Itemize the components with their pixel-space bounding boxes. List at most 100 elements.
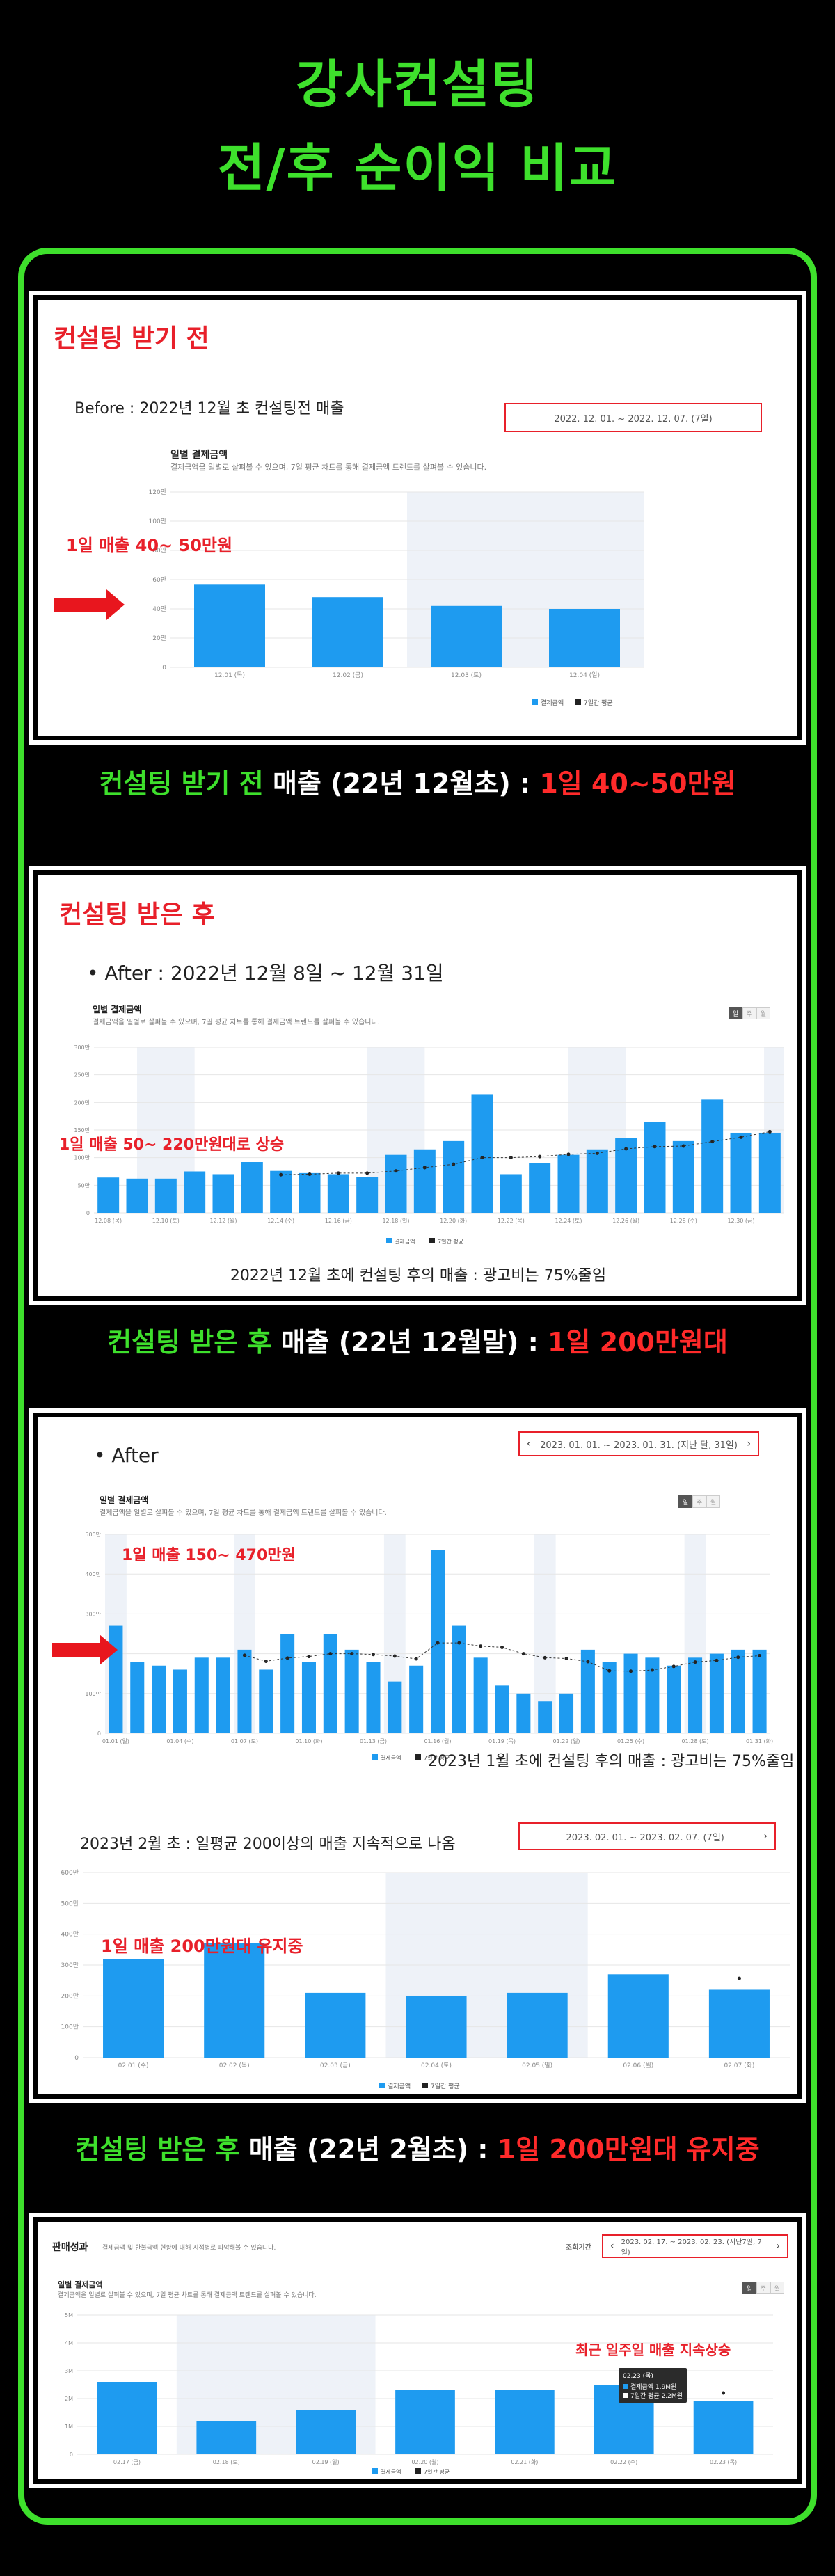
toggle-week[interactable]: 주: [692, 1495, 706, 1508]
x-tick-label: 01.13 (금): [360, 1738, 387, 1744]
period-toggle[interactable]: 일 주 월: [742, 2282, 784, 2294]
red-arrow: [52, 1635, 118, 1665]
chart-title: 일별 결제금액: [58, 2280, 103, 2289]
y-tick-label: 1M: [65, 2424, 73, 2430]
chart-recent-week: 0 1M 2M 3M 4M 5M 02.17 (금) 02.18 (토) 02.19 (일) 02…: [52, 2304, 790, 2478]
chart-title: 일별 결제금액: [100, 1495, 149, 1505]
y-tick-label: 20만: [152, 635, 166, 642]
panel-before: 컨설팅 받기 전 Before : 2022년 12월 초 컨설팅전 매출 20…: [29, 291, 806, 745]
x-tick-label: 12.16 (금): [325, 1218, 352, 1224]
next-range-icon[interactable]: ›: [763, 1831, 768, 1842]
red-arrow: [54, 589, 125, 620]
date-range-box-february[interactable]: 2023. 02. 01. ~ 2023. 02. 07. (7일) ›: [518, 1822, 776, 1850]
chart-annotation-february: 1일 매출 200만원대 유지중: [101, 1937, 303, 1956]
x-tick-label: 01.10 (화): [295, 1738, 322, 1744]
bar: [216, 1657, 230, 1733]
date-range-box[interactable]: ‹ 2023. 02. 17. ~ 2023. 02. 23. (지난7일, 7…: [602, 2234, 788, 2258]
bar: [443, 1140, 465, 1213]
toggle-week[interactable]: 주: [756, 2282, 770, 2294]
bar: [154, 1178, 177, 1213]
avg-point: [394, 1169, 398, 1173]
x-tick-label: 01.31 (화): [746, 1738, 773, 1744]
legend-swatch-average: [429, 1238, 435, 1243]
bar: [196, 2421, 257, 2454]
panel-subtitle-february: 2023년 2월 초 : 일평균 200이상의 매출 지속적으로 나옴: [80, 1836, 456, 1853]
bar: [126, 1178, 148, 1213]
bar: [385, 1154, 407, 1213]
y-tick-label: 300만: [61, 1962, 79, 1969]
prev-range-icon[interactable]: ‹: [610, 2241, 614, 2252]
bar: [323, 1634, 337, 1733]
bar: [237, 1649, 252, 1733]
next-range-icon[interactable]: ›: [747, 1438, 751, 1449]
y-tick-label: 150만: [74, 1127, 90, 1134]
avg-point: [480, 1156, 484, 1160]
panel-after-january-february: • After ‹ 2023. 01. 01. ~ 2023. 01. 31. …: [29, 1408, 806, 2103]
bar: [471, 1094, 493, 1213]
avg-line: [280, 1131, 770, 1175]
toggle-day[interactable]: 일: [742, 2282, 756, 2294]
avg-point: [739, 1135, 743, 1139]
bar: [516, 1693, 531, 1733]
avg-point: [436, 1641, 440, 1645]
bar: [204, 1943, 265, 2058]
toggle-week[interactable]: 주: [742, 1007, 756, 1019]
chart-before: 0 20만 40만 60만 80만 100만 120만 12.01 (목) 12.02 (금) 1…: [143, 479, 658, 709]
avg-point: [308, 1172, 312, 1176]
x-tick-label: 01.04 (수): [166, 1738, 193, 1744]
period-toggle[interactable]: 일 주 월: [729, 1007, 770, 1019]
x-tick-label: 12.01 (목): [214, 671, 245, 679]
bar: [495, 1685, 509, 1733]
x-tick-label: 12.12 (월): [209, 1217, 237, 1224]
avg-point: [736, 1655, 740, 1660]
avg-point: [422, 1166, 427, 1170]
toggle-month[interactable]: 월: [770, 2282, 784, 2294]
avg-point: [521, 1652, 525, 1656]
toggle-day[interactable]: 일: [678, 1495, 692, 1508]
legend-label-average: 7일간 평균: [431, 2083, 460, 2090]
bar: [752, 1649, 767, 1733]
caption-before: 컨설팅 받기 전 매출 (22년 12월초) : 1일 40~50만원: [99, 768, 736, 799]
bar: [672, 1140, 694, 1213]
avg-point: [768, 1129, 772, 1134]
legend-swatch-amount: [372, 2468, 378, 2474]
bar: [344, 1649, 359, 1733]
chart-description: 결제금액을 일별로 살펴볼 수 있으며, 7일 평균 차트를 통해 결제금액 트…: [93, 1019, 380, 1026]
next-range-icon[interactable]: ›: [776, 2241, 780, 2252]
x-tick-label: 12.03 (토): [451, 672, 482, 679]
legend-swatch-average: [415, 2468, 421, 2474]
y-tick-label: 500만: [61, 1900, 79, 1907]
y-tick-label: 200만: [61, 1992, 79, 2000]
bar: [312, 597, 383, 667]
bar: [406, 1996, 467, 2058]
bar: [366, 1662, 381, 1733]
toggle-month[interactable]: 월: [706, 1495, 720, 1508]
bar: [130, 1662, 145, 1733]
toggle-month[interactable]: 월: [756, 1007, 770, 1019]
x-tick-label: 12.20 (화): [440, 1218, 467, 1224]
y-tick-label: 3M: [65, 2368, 73, 2374]
y-tick-label: 60만: [152, 576, 166, 584]
period-toggle[interactable]: 일 주 월: [678, 1495, 720, 1508]
toggle-day[interactable]: 일: [729, 1007, 742, 1019]
date-range-box[interactable]: 2022. 12. 01. ~ 2022. 12. 07. (7일): [504, 403, 762, 432]
chart-annotation: 1일 매출 150~ 470만원: [122, 1547, 296, 1564]
bar: [299, 1172, 321, 1213]
bar: [305, 1992, 366, 2058]
y-tick-label: 400만: [85, 1571, 101, 1577]
x-tick-label: 02.02 (목): [219, 2062, 250, 2069]
prev-range-icon[interactable]: ‹: [527, 1438, 531, 1449]
bar: [559, 1693, 574, 1733]
bar: [241, 1162, 263, 1213]
chart-title: 일별 결제금액: [170, 450, 228, 461]
x-tick-label: 12.24 (토): [555, 1218, 582, 1224]
page-description: 결제금액 및 환불금액 현황에 대해 시점별로 파악해볼 수 있습니다.: [102, 2245, 276, 2252]
tooltip-title: 02.23 (목): [623, 2373, 653, 2380]
caption-after-december: 컨설팅 받은 후 매출 (22년 12월말) : 1일 200만원대: [107, 1327, 728, 1358]
page-title-line-2: 전/후 순이익 비교: [217, 138, 618, 198]
date-range-box-january[interactable]: ‹ 2023. 01. 01. ~ 2023. 01. 31. (지난 달, 3…: [518, 1431, 759, 1456]
bar: [688, 1657, 703, 1733]
legend-swatch-average: [415, 1754, 421, 1760]
panel-footnote: 2022년 12월 초에 컨설팅 후의 매출 : 광고비는 75%줄임: [230, 1267, 607, 1285]
y-tick-label: 0: [70, 2451, 73, 2458]
